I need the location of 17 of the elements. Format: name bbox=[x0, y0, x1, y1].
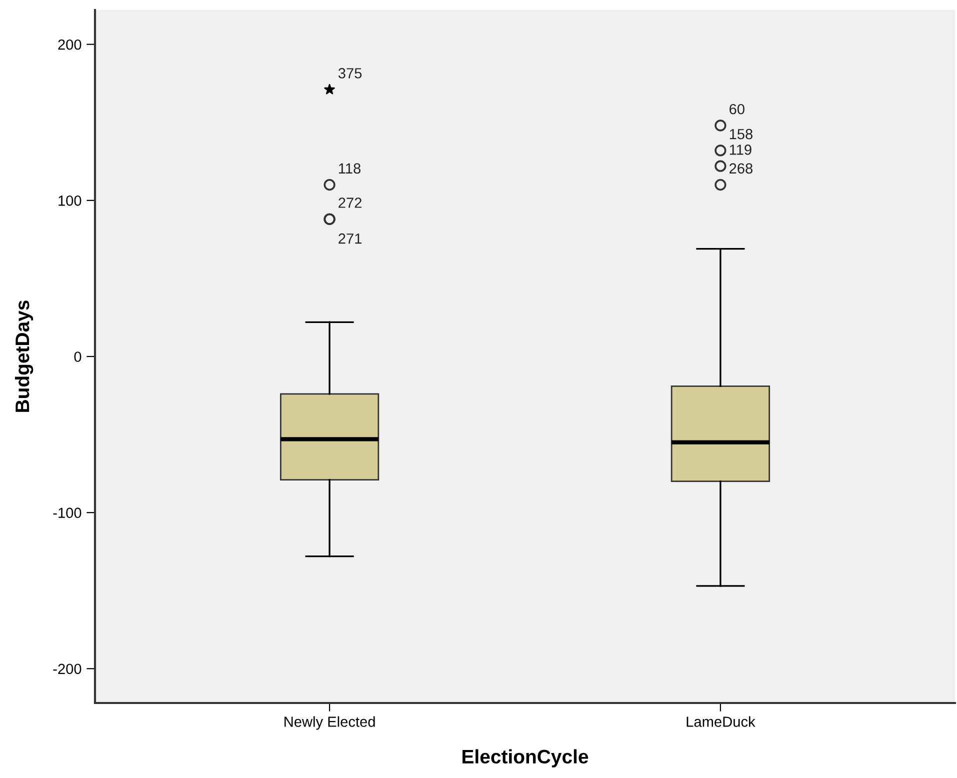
y-tick-label: -100 bbox=[53, 508, 82, 518]
annotation: 375 bbox=[338, 68, 362, 78]
y-axis-title: BudgetDays bbox=[14, 300, 34, 412]
x-tick-label: LameDuck bbox=[686, 716, 756, 727]
annotation: 271 bbox=[338, 233, 362, 244]
annotation: 119 bbox=[730, 144, 752, 155]
y-tick-label: 200 bbox=[58, 39, 82, 50]
y-tick-label: 0 bbox=[74, 352, 82, 362]
x-axis-title: ElectionCycle bbox=[462, 749, 588, 768]
annotation: 158 bbox=[730, 128, 752, 140]
y-tick-label: 100 bbox=[58, 196, 82, 206]
x-tick-label: Newly Elected bbox=[284, 716, 375, 730]
annotation: 60 bbox=[730, 104, 744, 114]
y-tick-label: -200 bbox=[53, 664, 82, 674]
annotation: 118 bbox=[338, 163, 360, 174]
annotation: 272 bbox=[338, 198, 362, 208]
annotation: 268 bbox=[730, 163, 752, 174]
